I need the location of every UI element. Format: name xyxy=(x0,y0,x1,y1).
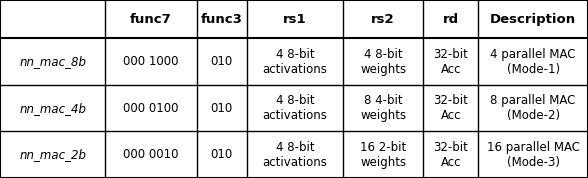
Text: 010: 010 xyxy=(211,102,233,115)
Text: nn_mac_8b: nn_mac_8b xyxy=(19,55,86,68)
Text: nn_mac_2b: nn_mac_2b xyxy=(19,148,86,161)
Text: 16 parallel MAC
(Mode-3): 16 parallel MAC (Mode-3) xyxy=(487,141,580,169)
Text: Description: Description xyxy=(490,13,576,26)
Text: rs2: rs2 xyxy=(372,13,395,26)
Text: 4 8-bit
weights: 4 8-bit weights xyxy=(360,48,406,75)
Text: 010: 010 xyxy=(211,55,233,68)
Text: 010: 010 xyxy=(211,148,233,161)
Text: 4 8-bit
activations: 4 8-bit activations xyxy=(262,141,328,169)
Text: 4 parallel MAC
(Mode-1): 4 parallel MAC (Mode-1) xyxy=(490,48,576,75)
Text: 000 0100: 000 0100 xyxy=(123,102,179,115)
Text: 4 8-bit
activations: 4 8-bit activations xyxy=(262,48,328,75)
Text: 32-bit
Acc: 32-bit Acc xyxy=(433,48,468,75)
Text: 8 parallel MAC
(Mode-2): 8 parallel MAC (Mode-2) xyxy=(490,94,576,122)
Text: 16 2-bit
weights: 16 2-bit weights xyxy=(360,141,406,169)
Text: nn_mac_4b: nn_mac_4b xyxy=(19,102,86,115)
Text: rd: rd xyxy=(443,13,459,26)
Text: 32-bit
Acc: 32-bit Acc xyxy=(433,141,468,169)
Text: 000 0010: 000 0010 xyxy=(123,148,179,161)
Text: func7: func7 xyxy=(130,13,172,26)
Text: 4 8-bit
activations: 4 8-bit activations xyxy=(262,94,328,122)
Text: func3: func3 xyxy=(201,13,243,26)
Text: 000 1000: 000 1000 xyxy=(123,55,179,68)
Text: 8 4-bit
weights: 8 4-bit weights xyxy=(360,94,406,122)
Text: rs1: rs1 xyxy=(283,13,307,26)
Text: 32-bit
Acc: 32-bit Acc xyxy=(433,94,468,122)
